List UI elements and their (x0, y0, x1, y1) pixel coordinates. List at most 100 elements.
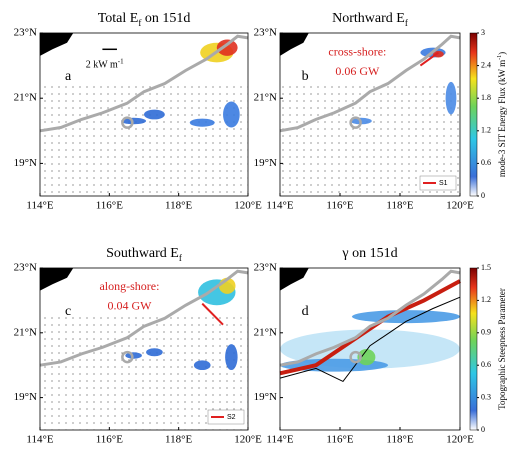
x-tick-label: 120°E (446, 434, 474, 446)
x-tick-label: 118°E (165, 434, 192, 446)
x-tick-label: 118°E (165, 200, 192, 212)
coastline (39, 269, 249, 367)
title-part: γ on 151d (341, 246, 397, 261)
colorbar-tick-label: 1.2 (481, 126, 491, 135)
axes-frame (279, 267, 461, 431)
flux-note: 0.04 GW (107, 299, 152, 313)
panel-label: a (65, 69, 72, 84)
y-tick-label: 23°N (254, 27, 277, 39)
section-line (419, 51, 439, 67)
x-tick-label: 116°E (96, 434, 123, 446)
colorbar-tick-label: 0 (481, 425, 485, 434)
flux-note: cross-shore: (328, 44, 386, 58)
title-part: f (405, 18, 408, 28)
x-tick-label: 114°E (26, 434, 53, 446)
y-tick-label: 19°N (254, 391, 277, 403)
energy-patch (146, 348, 163, 357)
coastline (39, 34, 249, 133)
isobath (279, 296, 461, 383)
coastline (279, 269, 461, 367)
energy-patch (352, 310, 460, 324)
x-tick-label: 120°E (234, 434, 262, 446)
energy-patch (433, 50, 444, 58)
panel-title: γ on 151d (341, 246, 397, 261)
legend-box (419, 175, 457, 191)
land (40, 268, 74, 291)
shelf-band (279, 279, 461, 376)
y-tick-label: 21°N (254, 92, 277, 104)
y-tick-label: 23°N (14, 27, 37, 39)
island (121, 116, 134, 129)
x-tick-label: 114°E (266, 200, 293, 212)
colorbar-tick-label: 3 (481, 28, 485, 37)
colorbar-label-part: mode-3 SIT Energy Flux (kW m (497, 60, 507, 177)
flux-note: 0.06 GW (335, 64, 380, 78)
colorbar-tick-label: 0 (481, 191, 485, 200)
flux-note: along-shore: (99, 279, 159, 293)
x-tick-label: 120°E (234, 200, 262, 212)
energy-patch (223, 101, 240, 128)
panel-label: d (302, 304, 309, 319)
y-tick-label: 19°N (14, 391, 37, 403)
energy-patch (445, 81, 457, 115)
panel-title: Total Ef on 151d (98, 11, 191, 28)
energy-patch (125, 352, 142, 359)
panel-title: Northward Ef (332, 11, 408, 28)
y-tick-label: 21°N (14, 326, 37, 338)
y-tick-label: 19°N (254, 157, 277, 169)
title-part: Total E (98, 11, 139, 26)
y-tick-label: 19°N (14, 157, 37, 169)
x-tick-label: 116°E (326, 434, 353, 446)
island (349, 116, 362, 129)
x-tick-label: 114°E (266, 434, 293, 446)
scale-label: 2 kW m-1 (86, 57, 124, 71)
axes-frame (39, 32, 249, 197)
y-tick-label: 21°N (254, 326, 277, 338)
colorbar-tick-label: 1.5 (481, 263, 491, 272)
colorbar-label: mode-3 SIT Energy Flux (kW m-1) (497, 52, 507, 177)
legend-box (207, 409, 245, 425)
scale-part: 2 kW m (86, 60, 118, 71)
map-panel: 114°E 116°E 118°E 120°E 19°N 21°N 23°N γ on 151… (254, 246, 474, 445)
x-tick-label: 114°E (26, 200, 53, 212)
colorbar-tick-label: 1.8 (481, 93, 491, 102)
colorbar (469, 267, 478, 431)
y-tick-label: 23°N (14, 262, 37, 274)
colorbar-tick-label: 0.9 (481, 328, 491, 337)
map-panel: 114°E 116°E 118°E 120°E 19°N 21°N 23°N Total Ef… (14, 11, 262, 211)
island (121, 350, 134, 364)
title-part: f (138, 18, 141, 28)
colorbar (469, 32, 478, 197)
land (280, 33, 309, 56)
y-tick-label: 21°N (14, 92, 37, 104)
axes-frame (39, 267, 249, 431)
map-panel: 114°E 116°E 118°E 120°E 19°N 21°N 23°N Southwar… (14, 246, 262, 445)
axes-frame (279, 32, 461, 197)
x-tick-label: 120°E (446, 200, 474, 212)
x-tick-label: 116°E (96, 200, 123, 212)
title-part: Southward E (106, 246, 179, 261)
coastline (279, 34, 461, 133)
island (349, 350, 362, 364)
x-tick-label: 118°E (386, 434, 413, 446)
energy-patch (225, 344, 238, 371)
energy-patch (144, 109, 165, 120)
legend-label: S2 (227, 414, 236, 421)
colorbar-tick-label: 2.4 (481, 60, 491, 69)
x-tick-label: 116°E (326, 200, 353, 212)
energy-patch (121, 117, 147, 125)
energy-patch (216, 39, 238, 56)
title-part: on 151d (141, 11, 190, 26)
energy-patch (357, 349, 376, 366)
section-line (201, 302, 224, 326)
panel-label: b (302, 69, 309, 84)
energy-patch (193, 360, 211, 371)
panel-title: Southward Ef (106, 246, 182, 263)
energy-patch (189, 118, 215, 127)
colorbar-label: Topographic Steepness Parameter (497, 288, 507, 410)
title-part: f (179, 253, 182, 263)
y-tick-label: 23°N (254, 262, 277, 274)
colorbar-label-part: ) (497, 52, 507, 55)
colorbar-tick-label: 0.3 (481, 392, 491, 401)
